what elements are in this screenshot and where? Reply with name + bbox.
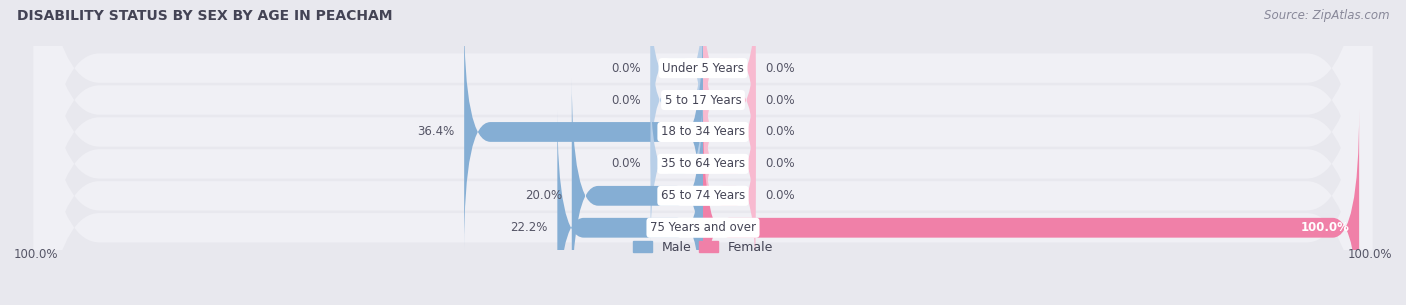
FancyBboxPatch shape (34, 0, 1372, 305)
Text: 5 to 17 Years: 5 to 17 Years (665, 94, 741, 106)
FancyBboxPatch shape (703, 110, 755, 282)
FancyBboxPatch shape (703, 110, 1360, 305)
FancyBboxPatch shape (34, 0, 1372, 305)
Text: 100.0%: 100.0% (14, 248, 59, 260)
Text: 0.0%: 0.0% (612, 62, 641, 75)
Text: 22.2%: 22.2% (510, 221, 547, 234)
Text: 18 to 34 Years: 18 to 34 Years (661, 125, 745, 138)
Text: 35 to 64 Years: 35 to 64 Years (661, 157, 745, 170)
FancyBboxPatch shape (464, 14, 703, 250)
FancyBboxPatch shape (34, 0, 1372, 305)
Text: DISABILITY STATUS BY SEX BY AGE IN PEACHAM: DISABILITY STATUS BY SEX BY AGE IN PEACH… (17, 9, 392, 23)
FancyBboxPatch shape (651, 78, 703, 250)
Text: 100.0%: 100.0% (1347, 248, 1392, 260)
FancyBboxPatch shape (651, 14, 703, 186)
Text: 0.0%: 0.0% (765, 62, 794, 75)
Text: Source: ZipAtlas.com: Source: ZipAtlas.com (1264, 9, 1389, 22)
Text: 0.0%: 0.0% (612, 157, 641, 170)
Text: 0.0%: 0.0% (765, 94, 794, 106)
FancyBboxPatch shape (34, 0, 1372, 305)
FancyBboxPatch shape (703, 0, 755, 154)
Text: 0.0%: 0.0% (612, 94, 641, 106)
Text: 75 Years and over: 75 Years and over (650, 221, 756, 234)
FancyBboxPatch shape (703, 46, 755, 218)
FancyBboxPatch shape (703, 14, 755, 186)
Text: 36.4%: 36.4% (418, 125, 454, 138)
Text: 100.0%: 100.0% (1301, 221, 1350, 234)
FancyBboxPatch shape (651, 0, 703, 154)
FancyBboxPatch shape (34, 0, 1372, 305)
FancyBboxPatch shape (572, 78, 703, 305)
Text: Under 5 Years: Under 5 Years (662, 62, 744, 75)
FancyBboxPatch shape (34, 0, 1372, 305)
FancyBboxPatch shape (557, 110, 703, 305)
Text: 20.0%: 20.0% (524, 189, 562, 202)
Legend: Male, Female: Male, Female (633, 241, 773, 254)
Text: 0.0%: 0.0% (765, 157, 794, 170)
Text: 65 to 74 Years: 65 to 74 Years (661, 189, 745, 202)
Text: 0.0%: 0.0% (765, 125, 794, 138)
Text: 0.0%: 0.0% (765, 189, 794, 202)
FancyBboxPatch shape (703, 78, 755, 250)
